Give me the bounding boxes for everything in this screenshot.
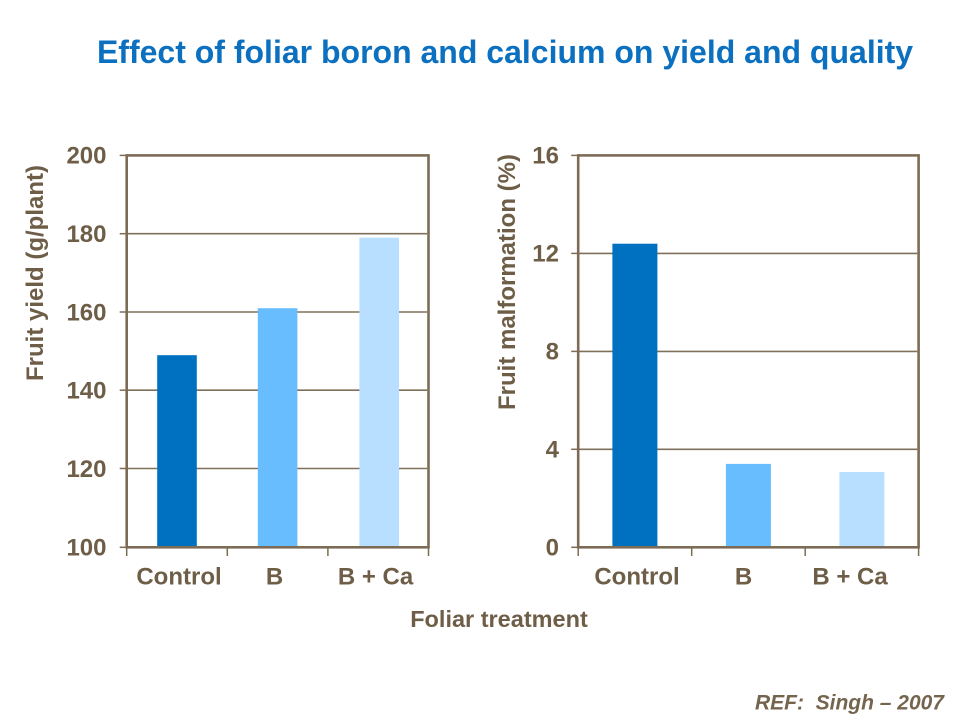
- svg-text:Foliar treatment: Foliar treatment: [410, 606, 588, 632]
- svg-text:180: 180: [66, 221, 106, 248]
- svg-text:Fruit malformation (%): Fruit malformation (%): [494, 154, 521, 410]
- svg-text:160: 160: [66, 299, 106, 326]
- svg-text:B + Ca: B + Ca: [338, 564, 414, 591]
- svg-text:12: 12: [532, 241, 559, 268]
- svg-text:4: 4: [546, 437, 560, 464]
- svg-text:Effect of foliar boron and cal: Effect of foliar boron and calcium on yi…: [97, 34, 913, 70]
- svg-text:REF: Singh – 2007: REF: Singh – 2007: [755, 692, 945, 715]
- svg-text:200: 200: [66, 143, 106, 170]
- svg-text:B: B: [266, 564, 283, 591]
- svg-text:100: 100: [66, 535, 106, 562]
- svg-text:16: 16: [532, 143, 559, 170]
- svg-text:B + Ca: B + Ca: [812, 564, 888, 591]
- svg-text:120: 120: [66, 456, 106, 483]
- svg-text:0: 0: [546, 535, 559, 562]
- svg-text:Control: Control: [136, 564, 221, 591]
- svg-text:8: 8: [546, 339, 559, 366]
- svg-text:Control: Control: [594, 564, 679, 591]
- svg-text:140: 140: [66, 378, 106, 405]
- svg-text:B: B: [735, 564, 752, 591]
- svg-text:Fruit yield (g/plant): Fruit yield (g/plant): [22, 165, 49, 381]
